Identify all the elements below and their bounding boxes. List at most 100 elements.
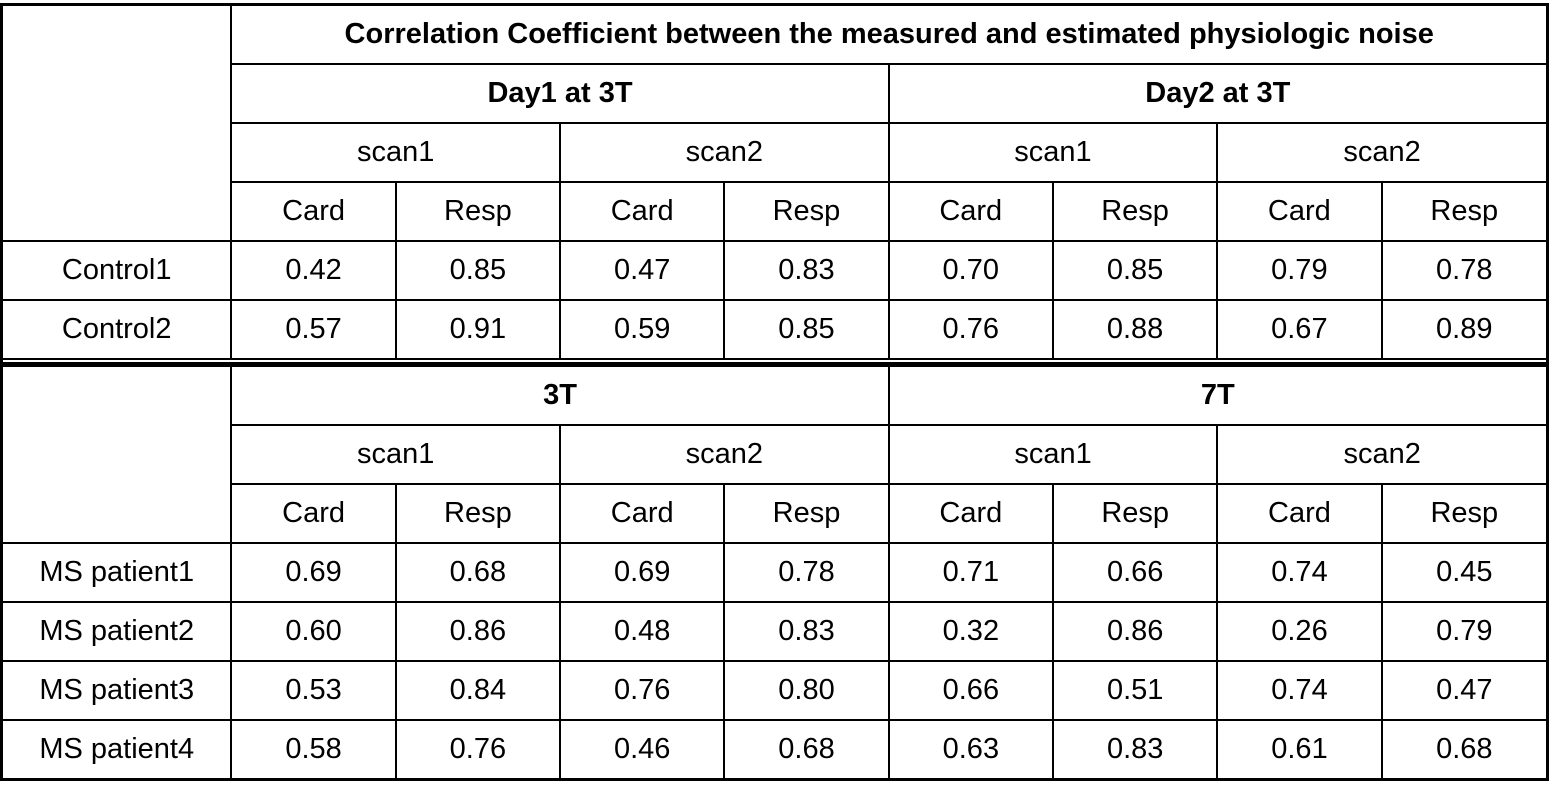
value-cell: 0.86	[1052, 601, 1219, 662]
value-cell: 0.70	[887, 240, 1054, 301]
value-cell: 0.66	[1052, 542, 1219, 603]
row-label: MS patient2	[3, 601, 233, 662]
value-cell: 0.63	[887, 719, 1055, 778]
table-row: scan1 scan2 scan1 scan2	[3, 424, 1546, 485]
value-cell: 0.69	[559, 542, 726, 603]
value-cell: 0.76	[887, 299, 1054, 358]
measure-header: Card	[1216, 181, 1383, 242]
value-cell: 0.66	[887, 660, 1055, 721]
value-cell: 0.51	[1052, 660, 1219, 721]
scan-header: scan1	[231, 424, 562, 485]
measure-header: Card	[887, 483, 1055, 544]
value-cell: 0.86	[394, 601, 562, 662]
measure-header: Resp	[723, 483, 890, 544]
value-cell: 0.45	[1380, 542, 1546, 603]
value-cell: 0.78	[723, 542, 890, 603]
row-label: Control1	[3, 240, 233, 301]
value-cell: 0.58	[230, 719, 397, 778]
value-cell: 0.79	[1380, 601, 1546, 662]
value-cell: 0.83	[723, 240, 890, 301]
measure-header: Resp	[394, 483, 562, 544]
group-header-7t: 7T	[887, 367, 1546, 426]
patients-table: 3T 7T scan1 scan2 scan1 scan2 Card Resp …	[3, 367, 1546, 778]
value-cell: 0.59	[559, 299, 726, 358]
table-row: Correlation Coefficient between the meas…	[3, 6, 1546, 242]
row-label: MS patient4	[3, 719, 233, 778]
table-row: Card Resp Card Resp Card Resp Card Resp	[3, 483, 1546, 544]
measure-header: Resp	[394, 181, 562, 242]
value-cell: 0.47	[1380, 660, 1546, 721]
measure-header: Card	[1216, 483, 1383, 544]
value-cell: 0.57	[230, 299, 397, 358]
value-cell: 0.89	[1380, 299, 1546, 358]
scan-header: scan2	[559, 424, 890, 485]
group-header-day2-3t: Day2 at 3T	[887, 63, 1546, 124]
corner-cell	[3, 6, 233, 242]
value-cell: 0.74	[1216, 542, 1383, 603]
table-row: Control2 0.57 0.91 0.59 0.85 0.76 0.88 0…	[3, 299, 1546, 358]
value-cell: 0.74	[1216, 660, 1383, 721]
corner-cell	[3, 367, 233, 544]
measure-header: Card	[231, 483, 397, 544]
row-label: MS patient3	[3, 660, 233, 721]
value-cell: 0.60	[230, 601, 397, 662]
value-cell: 0.80	[723, 660, 890, 721]
scan-header: scan1	[887, 424, 1219, 485]
value-cell: 0.48	[559, 601, 726, 662]
table-row: MS patient3 0.53 0.84 0.76 0.80 0.66 0.5…	[3, 660, 1546, 721]
controls-table: Correlation Coefficient between the meas…	[3, 6, 1546, 358]
measure-header: Card	[231, 181, 397, 242]
value-cell: 0.32	[887, 601, 1055, 662]
measure-header: Card	[559, 181, 726, 242]
table-row: Card Resp Card Resp Card Resp Card Resp	[3, 181, 1546, 242]
value-cell: 0.85	[1051, 240, 1219, 301]
measure-header: Resp	[1380, 483, 1546, 544]
table-row: MS patient2 0.60 0.86 0.48 0.83 0.32 0.8…	[3, 601, 1546, 662]
value-cell: 0.79	[1216, 240, 1383, 301]
scan-header: scan2	[1216, 424, 1546, 485]
value-cell: 0.76	[394, 719, 562, 778]
measure-header: Resp	[723, 181, 890, 242]
measure-header: Resp	[1052, 483, 1219, 544]
measure-header: Card	[559, 483, 726, 544]
scan-header: scan2	[559, 122, 890, 183]
table-row: Day1 at 3T Day2 at 3T	[3, 63, 1546, 124]
row-label: MS patient1	[3, 542, 233, 603]
value-cell: 0.85	[723, 299, 890, 358]
scan-header: scan1	[887, 122, 1219, 183]
table-row: scan1 scan2 scan1 scan2	[3, 122, 1546, 183]
value-cell: 0.68	[723, 719, 890, 778]
value-cell: 0.61	[1216, 719, 1383, 778]
value-cell: 0.83	[723, 601, 890, 662]
value-cell: 0.68	[1380, 719, 1546, 778]
table-row: MS patient4 0.58 0.76 0.46 0.68 0.63 0.8…	[3, 719, 1546, 778]
value-cell: 0.91	[394, 299, 562, 358]
value-cell: 0.85	[394, 240, 562, 301]
tables-divider	[3, 358, 1546, 367]
table-row: 3T 7T	[3, 367, 1546, 544]
scan-header: scan2	[1216, 122, 1546, 183]
table-row: Control1 0.42 0.85 0.47 0.83 0.70 0.85 0…	[3, 240, 1546, 301]
row-label: Control2	[3, 299, 233, 358]
table-frame: Correlation Coefficient between the meas…	[0, 3, 1549, 781]
group-header-3t: 3T	[230, 367, 890, 426]
value-cell: 0.42	[230, 240, 397, 301]
table-row: MS patient1 0.69 0.68 0.69 0.78 0.71 0.6…	[3, 542, 1546, 603]
value-cell: 0.88	[1051, 299, 1219, 358]
value-cell: 0.76	[559, 660, 726, 721]
measure-header: Resp	[1380, 181, 1546, 242]
group-header-day1-3t: Day1 at 3T	[231, 63, 890, 124]
measure-header: Card	[887, 181, 1054, 242]
value-cell: 0.68	[394, 542, 562, 603]
scan-header: scan1	[231, 122, 562, 183]
table-title: Correlation Coefficient between the meas…	[230, 6, 1546, 65]
value-cell: 0.26	[1216, 601, 1383, 662]
value-cell: 0.69	[230, 542, 397, 603]
value-cell: 0.71	[887, 542, 1055, 603]
value-cell: 0.84	[394, 660, 562, 721]
value-cell: 0.83	[1052, 719, 1219, 778]
measure-header: Resp	[1051, 181, 1219, 242]
value-cell: 0.47	[559, 240, 726, 301]
value-cell: 0.46	[559, 719, 726, 778]
